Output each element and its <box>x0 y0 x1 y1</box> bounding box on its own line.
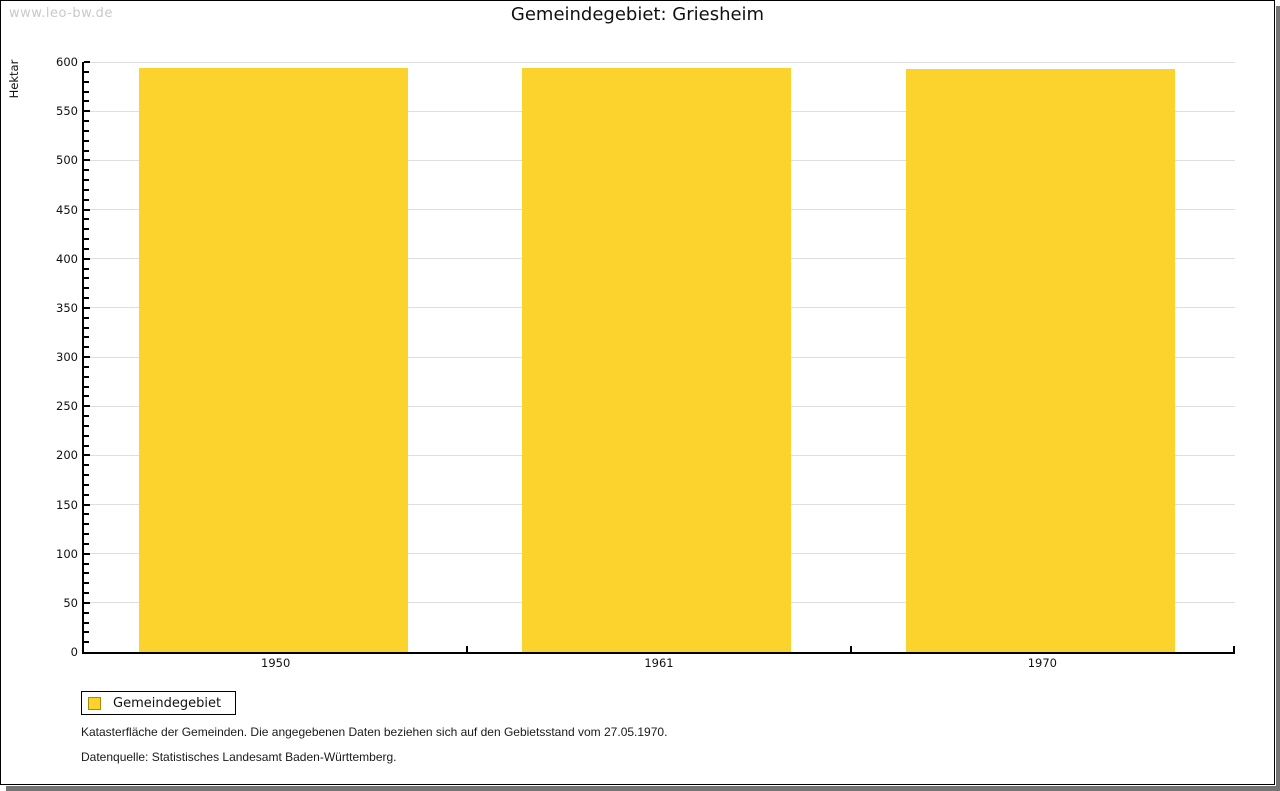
y-minor-tick-80 <box>84 572 89 575</box>
chart-title: Gemeindegebiet: Griesheim <box>510 4 765 25</box>
y-minor-tick-510 <box>84 149 89 152</box>
y-major-tick-350 <box>84 306 90 309</box>
y-minor-tick-180 <box>84 474 89 476</box>
y-minor-tick-110 <box>84 542 89 545</box>
y-minor-tick-70 <box>84 582 89 585</box>
y-minor-tick-360 <box>84 297 89 299</box>
y-tick-label-400: 400 <box>56 251 78 266</box>
y-tick-label-250: 250 <box>56 399 78 414</box>
y-major-tick-550 <box>84 110 90 113</box>
y-minor-tick-310 <box>84 346 89 349</box>
y-major-tick-50 <box>84 601 90 604</box>
x-boundary-tick-1 <box>466 646 469 652</box>
y-minor-tick-120 <box>84 533 89 535</box>
y-tick-label-600: 600 <box>56 55 78 69</box>
frame-shadow-right <box>1276 6 1280 791</box>
y-minor-tick-470 <box>84 188 89 191</box>
y-minor-tick-420 <box>84 238 89 240</box>
legend-box: Gemeindegebiet <box>81 691 237 715</box>
y-major-tick-100 <box>84 552 90 555</box>
y-tick-label-150: 150 <box>56 497 78 512</box>
y-tick-label-550: 550 <box>56 104 78 119</box>
y-minor-tick-370 <box>84 287 89 290</box>
y-major-tick-150 <box>84 503 90 506</box>
y-minor-tick-230 <box>84 424 89 427</box>
y-minor-tick-380 <box>84 277 89 280</box>
y-minor-tick-170 <box>84 483 89 486</box>
y-minor-tick-480 <box>84 179 89 181</box>
y-minor-tick-30 <box>84 621 89 624</box>
y-tick-label-100: 100 <box>56 546 78 561</box>
x-boundary-tick-3 <box>1233 646 1235 652</box>
y-minor-tick-430 <box>84 228 89 231</box>
x-category-label-1961: 1961 <box>644 656 674 670</box>
y-minor-tick-340 <box>84 316 89 319</box>
y-tick-label-200: 200 <box>56 448 78 463</box>
footer-note: Katasterfläche der Gemeinden. Die angege… <box>81 725 668 739</box>
y-minor-tick-320 <box>84 336 89 339</box>
y-minor-tick-260 <box>84 395 89 398</box>
y-minor-tick-240 <box>84 415 89 417</box>
y-minor-tick-440 <box>84 218 89 221</box>
y-tick-label-0: 0 <box>70 645 78 659</box>
y-major-tick-500 <box>84 159 90 162</box>
x-category-label-1950: 1950 <box>261 656 291 670</box>
y-minor-tick-460 <box>84 198 89 201</box>
y-minor-tick-130 <box>84 523 89 526</box>
y-minor-tick-190 <box>84 464 89 467</box>
y-minor-tick-490 <box>84 169 89 172</box>
y-major-tick-400 <box>84 257 90 260</box>
x-axis-category-labels: 1950 1961 1970 <box>84 656 1234 672</box>
legend-swatch-icon <box>88 696 101 710</box>
y-minor-tick-410 <box>84 247 89 250</box>
y-minor-tick-290 <box>84 365 89 368</box>
y-axis-tick-labels: 0 50 100 150 200 250 300 350 400 450 500 550 600 <box>1 1 78 791</box>
y-minor-tick-20 <box>84 631 89 634</box>
y-minor-tick-560 <box>84 100 89 103</box>
bar-1970 <box>905 68 1175 652</box>
bar-1950 <box>139 67 408 652</box>
y-tick-label-50: 50 <box>63 595 78 610</box>
y-tick-label-300: 300 <box>56 350 78 364</box>
watermark: www.leo-bw.de <box>9 6 113 21</box>
y-tick-label-350: 350 <box>56 300 78 315</box>
y-tick-label-500: 500 <box>56 153 78 168</box>
y-minor-tick-40 <box>84 611 89 614</box>
x-category-label-1970: 1970 <box>1027 656 1057 670</box>
x-boundary-tick-2 <box>849 646 852 652</box>
y-minor-tick-220 <box>84 434 89 437</box>
y-minor-tick-270 <box>84 385 89 388</box>
y-major-tick-250 <box>84 405 90 408</box>
y-minor-tick-330 <box>84 326 89 329</box>
bar-1961 <box>522 67 792 652</box>
gridline-600 <box>84 61 1235 63</box>
y-minor-tick-140 <box>84 513 89 516</box>
y-minor-tick-280 <box>84 375 89 378</box>
y-minor-tick-590 <box>84 70 89 73</box>
y-minor-tick-60 <box>84 592 89 594</box>
y-major-tick-600 <box>84 61 90 63</box>
y-minor-tick-540 <box>84 120 89 122</box>
plot-area <box>82 61 1235 654</box>
y-major-tick-450 <box>84 208 90 211</box>
legend-label: Gemeindegebiet <box>113 695 222 711</box>
footer-source: Datenquelle: Statistisches Landesamt Bad… <box>81 750 397 764</box>
y-minor-tick-160 <box>84 493 89 496</box>
y-major-tick-300 <box>84 356 90 358</box>
y-minor-tick-580 <box>84 80 89 83</box>
y-minor-tick-390 <box>84 267 89 270</box>
y-major-tick-200 <box>84 454 90 457</box>
y-minor-tick-10 <box>84 641 89 644</box>
y-minor-tick-530 <box>84 129 89 132</box>
y-minor-tick-570 <box>84 90 89 93</box>
frame-shadow-bottom <box>6 786 1276 791</box>
y-minor-tick-210 <box>84 444 89 447</box>
y-minor-tick-90 <box>84 562 89 565</box>
y-tick-label-450: 450 <box>56 202 78 217</box>
y-minor-tick-520 <box>84 139 89 142</box>
